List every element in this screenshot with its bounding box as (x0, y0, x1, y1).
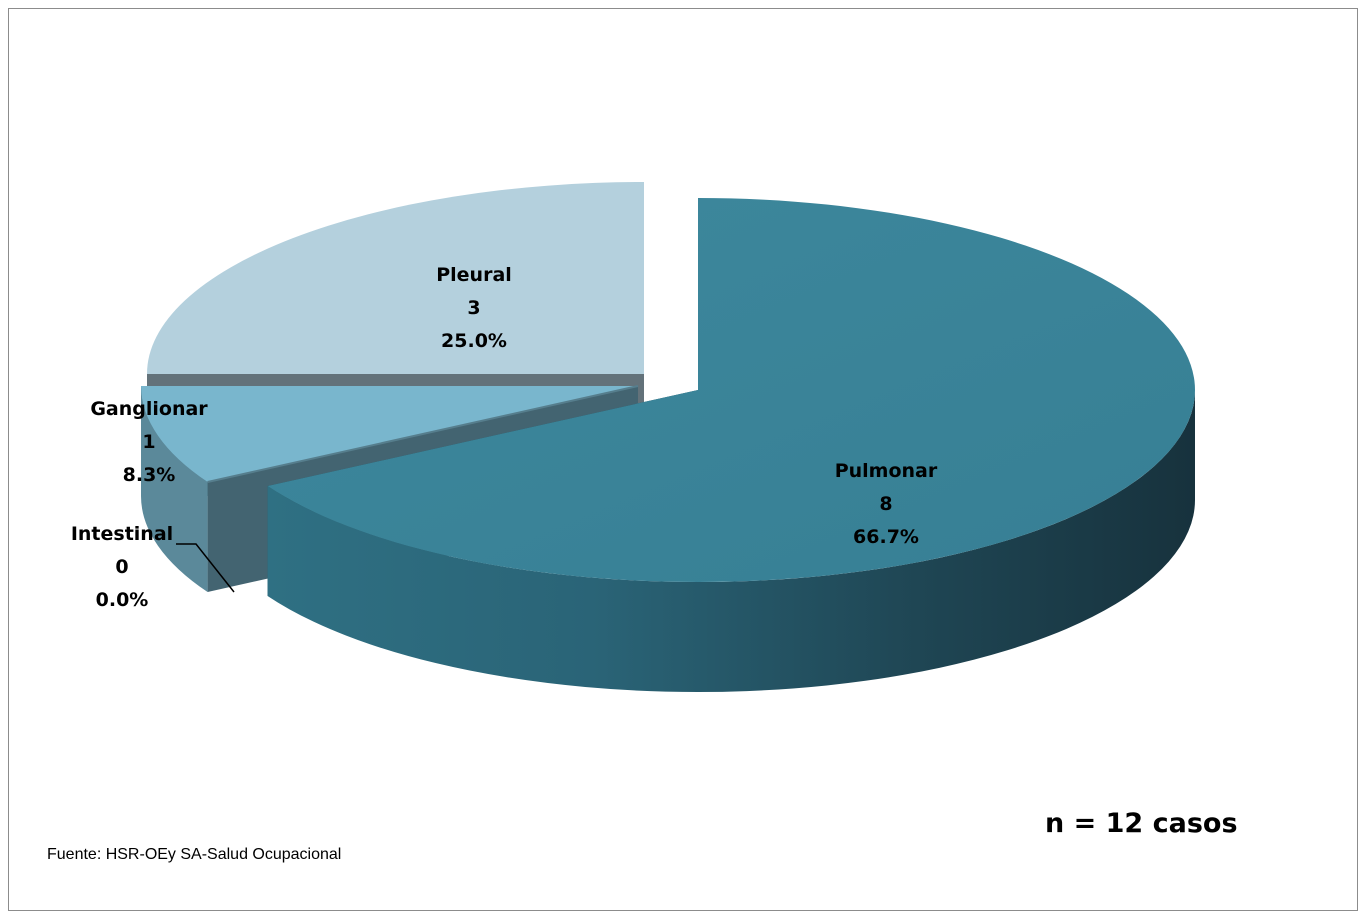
data-label-ganglionar-percent: 8.3% (122, 464, 176, 486)
data-label-pulmonar-value: 8 (879, 493, 893, 515)
pie-slice-ganglionar-top (141, 386, 638, 482)
pie-slice-pulmonar-side (267, 390, 1195, 692)
data-label-pleural-name: Pleural (436, 264, 512, 286)
leader-line-intestinal (176, 543, 235, 593)
pie-slices (141, 182, 1195, 692)
data-label-pleural-percent: 25.0% (441, 330, 507, 352)
leader-lines (176, 543, 235, 593)
data-label-intestinal-name: Intestinal (70, 523, 174, 545)
data-label-intestinal-percent: 0.0% (95, 589, 149, 611)
sample-size-note: n = 12 casos (1045, 808, 1238, 839)
data-label-ganglionar-value: 1 (142, 431, 156, 453)
source-note: Fuente: HSR-OEy SA-Salud Ocupacional (47, 846, 342, 863)
pie-slice-pulmonar-top (267, 198, 1195, 582)
data-label-intestinal-value: 0 (115, 556, 129, 578)
data-label-ganglionar-name: Ganglionar (90, 398, 208, 420)
data-label-pleural-value: 3 (467, 297, 481, 319)
pie-slice-ganglionar-side (141, 386, 208, 592)
data-label-pleural: Pleural 3 25.0% (414, 259, 534, 358)
data-label-pulmonar-percent: 66.7% (853, 526, 919, 548)
data-label-intestinal: Intestinal 0 0.0% (55, 518, 189, 617)
pie-slice-pleural-top (147, 182, 644, 374)
data-label-ganglionar: Ganglionar 1 8.3% (70, 393, 228, 492)
pie-slice-pulmonar (267, 198, 1195, 692)
pie-slice-intestinal (207, 385, 639, 483)
data-label-pulmonar: Pulmonar 8 66.7% (825, 455, 947, 554)
data-label-pulmonar-name: Pulmonar (834, 460, 938, 482)
